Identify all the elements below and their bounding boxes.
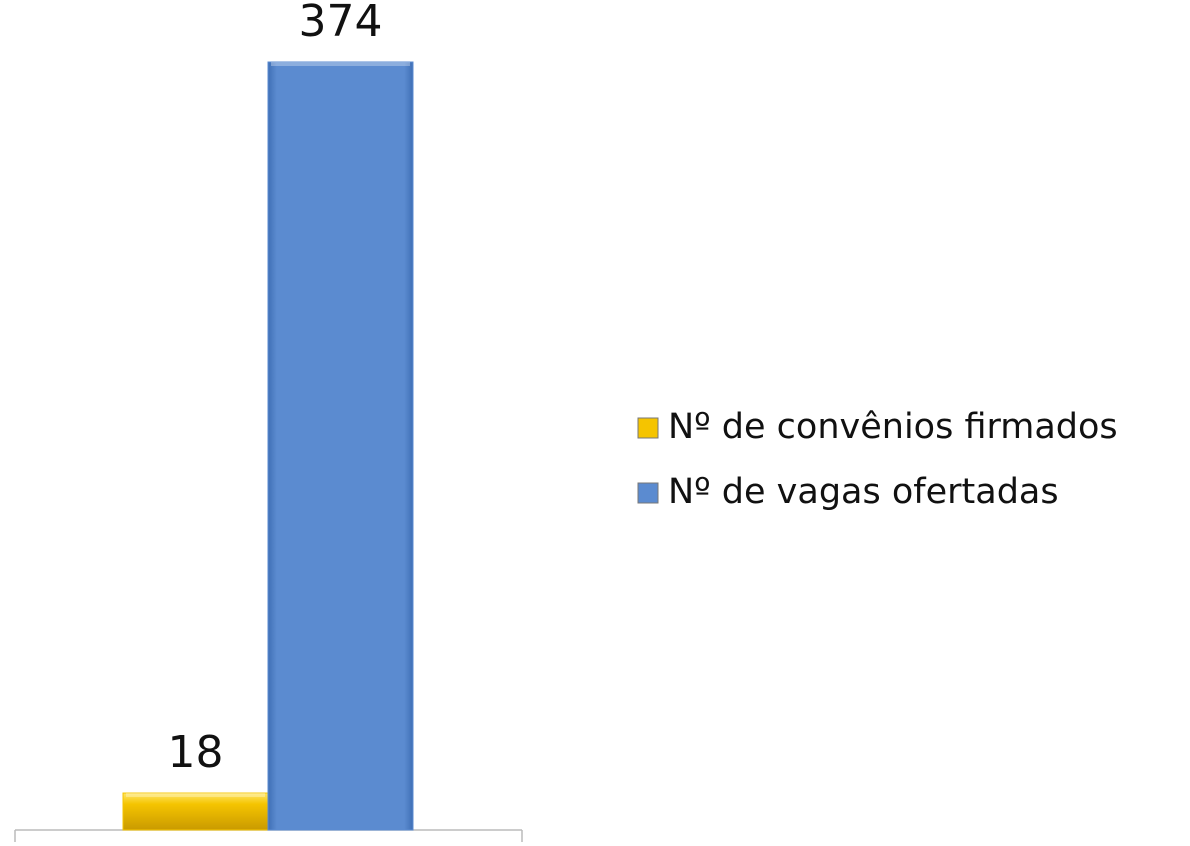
data-label: 374 <box>299 0 383 47</box>
legend-label: Nº de convênios firmados <box>668 407 1118 447</box>
bar-bevel <box>271 62 410 66</box>
bar <box>122 792 269 831</box>
legend-label: Nº de vagas ofertadas <box>668 472 1059 512</box>
legend-swatch <box>637 417 659 439</box>
data-label: 18 <box>168 727 224 778</box>
bar <box>267 61 414 831</box>
bar-bevel <box>126 793 265 798</box>
legend-swatch <box>637 482 659 504</box>
